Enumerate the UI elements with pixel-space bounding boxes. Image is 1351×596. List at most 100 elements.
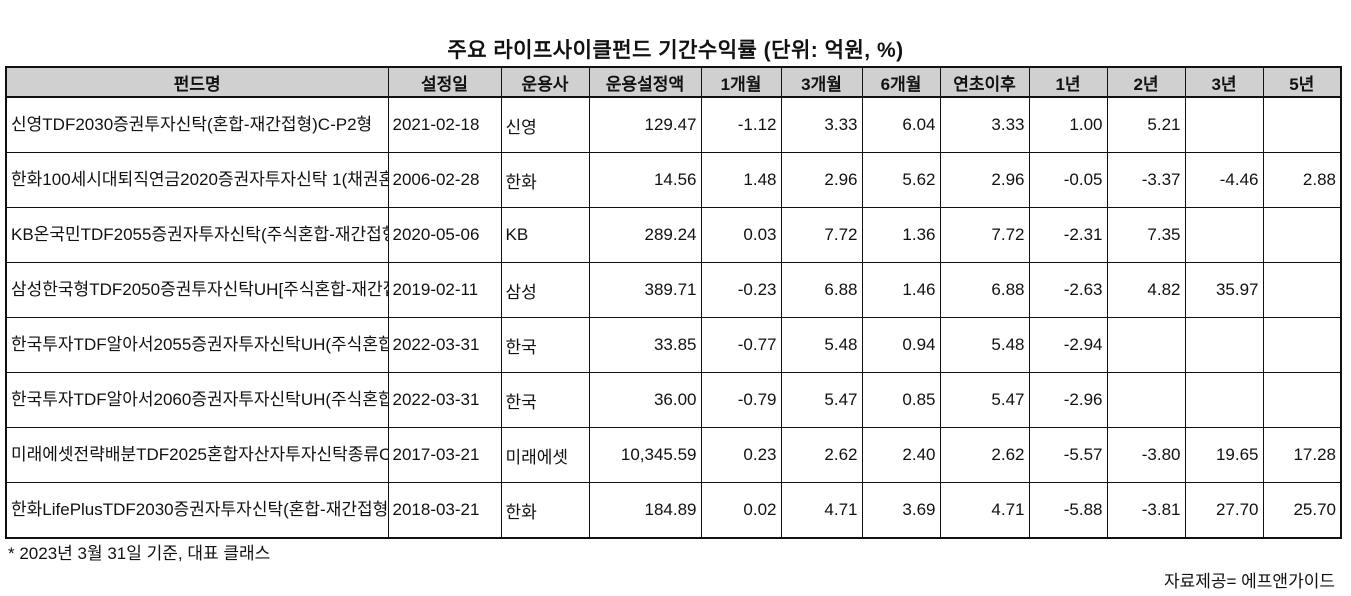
manager: 미래에셋 (500, 427, 590, 483)
return-3y (1184, 372, 1264, 428)
fund-name: 삼성한국형TDF2050증권투자신탁UH[주식혼합-재간접형]Cpe(퇴직연금) (5, 262, 389, 318)
manager: KB (500, 207, 590, 263)
return-ytd: 2.62 (939, 427, 1030, 483)
return-1y: -2.94 (1028, 317, 1108, 373)
return-2y: 7.35 (1106, 207, 1186, 263)
launch-date: 2006-02-28 (387, 152, 502, 208)
table-row: 미래에셋전략배분TDF2025혼합자산자투자신탁종류C-P 2017-03-21… (5, 427, 1342, 483)
fund-name: 한국투자TDF알아서2055증권자투자신탁UH(주식혼합-재간접형)(C-F) (5, 317, 389, 373)
return-3m: 5.47 (780, 372, 863, 428)
return-3y: -4.46 (1184, 152, 1264, 208)
return-2y (1106, 317, 1186, 373)
launch-date: 2018-03-21 (387, 482, 502, 539)
aum: 129.47 (588, 96, 702, 153)
aum: 289.24 (588, 207, 702, 263)
return-1y: -2.96 (1028, 372, 1108, 428)
return-1y: -0.05 (1028, 152, 1108, 208)
return-6m: 6.04 (861, 96, 941, 153)
return-6m: 0.85 (861, 372, 941, 428)
return-1m: 0.23 (700, 427, 782, 483)
return-3m: 2.62 (780, 427, 863, 483)
table-row: KB온국민TDF2055증권자투자신탁(주식혼합-재간접형)(UH)C-퇴직e … (5, 207, 1342, 263)
return-1m: -0.77 (700, 317, 782, 373)
launch-date: 2019-02-11 (387, 262, 502, 318)
return-3y: 35.97 (1184, 262, 1264, 318)
header-2y: 2년 (1106, 66, 1186, 98)
return-1m: 1.48 (700, 152, 782, 208)
return-1m: 0.03 (700, 207, 782, 263)
header-1y: 1년 (1028, 66, 1108, 98)
return-ytd: 3.33 (939, 96, 1030, 153)
return-1y: -5.57 (1028, 427, 1108, 483)
header-6m: 6개월 (861, 66, 941, 98)
return-3y (1184, 96, 1264, 153)
fund-name: 한화LifePlusTDF2030증권자투자신탁(혼합-재간접형)종류C-f (5, 482, 389, 539)
return-6m: 0.94 (861, 317, 941, 373)
fund-name: 한화100세시대퇴직연금2020증권자투자신탁 1(채권혼합)종류C (5, 152, 389, 208)
header-launch-date: 설정일 (387, 66, 502, 98)
return-5y (1262, 262, 1342, 318)
fund-name: 한국투자TDF알아서2060증권자투자신탁UH(주식혼합-재간접형)(C-F) (5, 372, 389, 428)
return-2y: 5.21 (1106, 96, 1186, 153)
fund-returns-table: 펀드명 설정일 운용사 운용설정액 1개월 3개월 6개월 연초이후 1년 2년… (5, 66, 1342, 539)
aum: 184.89 (588, 482, 702, 539)
return-6m: 2.40 (861, 427, 941, 483)
return-1m: -0.79 (700, 372, 782, 428)
header-5y: 5년 (1262, 66, 1342, 98)
fund-name: 신영TDF2030증권투자신탁(혼합-재간접형)C-P2형 (5, 96, 389, 153)
return-1m: 0.02 (700, 482, 782, 539)
return-1m: -1.12 (700, 96, 782, 153)
fund-name: 미래에셋전략배분TDF2025혼합자산자투자신탁종류C-P (5, 427, 389, 483)
header-manager: 운용사 (500, 66, 590, 98)
return-2y: -3.80 (1106, 427, 1186, 483)
return-3y (1184, 317, 1264, 373)
return-3m: 2.96 (780, 152, 863, 208)
return-2y: -3.81 (1106, 482, 1186, 539)
launch-date: 2021-02-18 (387, 96, 502, 153)
return-5y (1262, 96, 1342, 153)
aum: 33.85 (588, 317, 702, 373)
header-fund-name: 펀드명 (5, 66, 389, 98)
return-3m: 3.33 (780, 96, 863, 153)
return-2y: 4.82 (1106, 262, 1186, 318)
return-3m: 6.88 (780, 262, 863, 318)
return-6m: 3.69 (861, 482, 941, 539)
table-row: 삼성한국형TDF2050증권투자신탁UH[주식혼합-재간접형]Cpe(퇴직연금)… (5, 262, 1342, 318)
header-ytd: 연초이후 (939, 66, 1030, 98)
manager: 한화 (500, 152, 590, 208)
return-ytd: 2.96 (939, 152, 1030, 208)
return-3m: 4.71 (780, 482, 863, 539)
source-credit: 자료제공= 에프앤가이드 (1163, 572, 1335, 591)
header-1m: 1개월 (700, 66, 782, 98)
return-1y: 1.00 (1028, 96, 1108, 153)
aum: 389.71 (588, 262, 702, 318)
footnote: * 2023년 3월 31일 기준, 대표 클래스 (8, 544, 271, 563)
table-row: 한국투자TDF알아서2055증권자투자신탁UH(주식혼합-재간접형)(C-F) … (5, 317, 1342, 373)
table-title: 주요 라이프사이클펀드 기간수익률 (단위: 억원, %) (447, 39, 904, 62)
return-3y: 19.65 (1184, 427, 1264, 483)
header-row: 펀드명 설정일 운용사 운용설정액 1개월 3개월 6개월 연초이후 1년 2년… (5, 66, 1342, 98)
aum: 10,345.59 (588, 427, 702, 483)
return-ytd: 5.48 (939, 317, 1030, 373)
launch-date: 2022-03-31 (387, 317, 502, 373)
return-5y: 2.88 (1262, 152, 1342, 208)
return-3y (1184, 207, 1264, 263)
manager: 한국 (500, 317, 590, 373)
return-5y: 17.28 (1262, 427, 1342, 483)
aum: 36.00 (588, 372, 702, 428)
aum: 14.56 (588, 152, 702, 208)
table-row: 한화LifePlusTDF2030증권자투자신탁(혼합-재간접형)종류C-f 2… (5, 482, 1342, 539)
return-1y: -2.31 (1028, 207, 1108, 263)
manager: 한화 (500, 482, 590, 539)
return-ytd: 4.71 (939, 482, 1030, 539)
table-row: 한국투자TDF알아서2060증권자투자신탁UH(주식혼합-재간접형)(C-F) … (5, 372, 1342, 428)
return-1y: -5.88 (1028, 482, 1108, 539)
manager: 삼성 (500, 262, 590, 318)
return-1y: -2.63 (1028, 262, 1108, 318)
return-3y: 27.70 (1184, 482, 1264, 539)
manager: 한국 (500, 372, 590, 428)
table-row: 한화100세시대퇴직연금2020증권자투자신탁 1(채권혼합)종류C 2006-… (5, 152, 1342, 208)
return-6m: 1.46 (861, 262, 941, 318)
return-5y: 25.70 (1262, 482, 1342, 539)
return-ytd: 6.88 (939, 262, 1030, 318)
